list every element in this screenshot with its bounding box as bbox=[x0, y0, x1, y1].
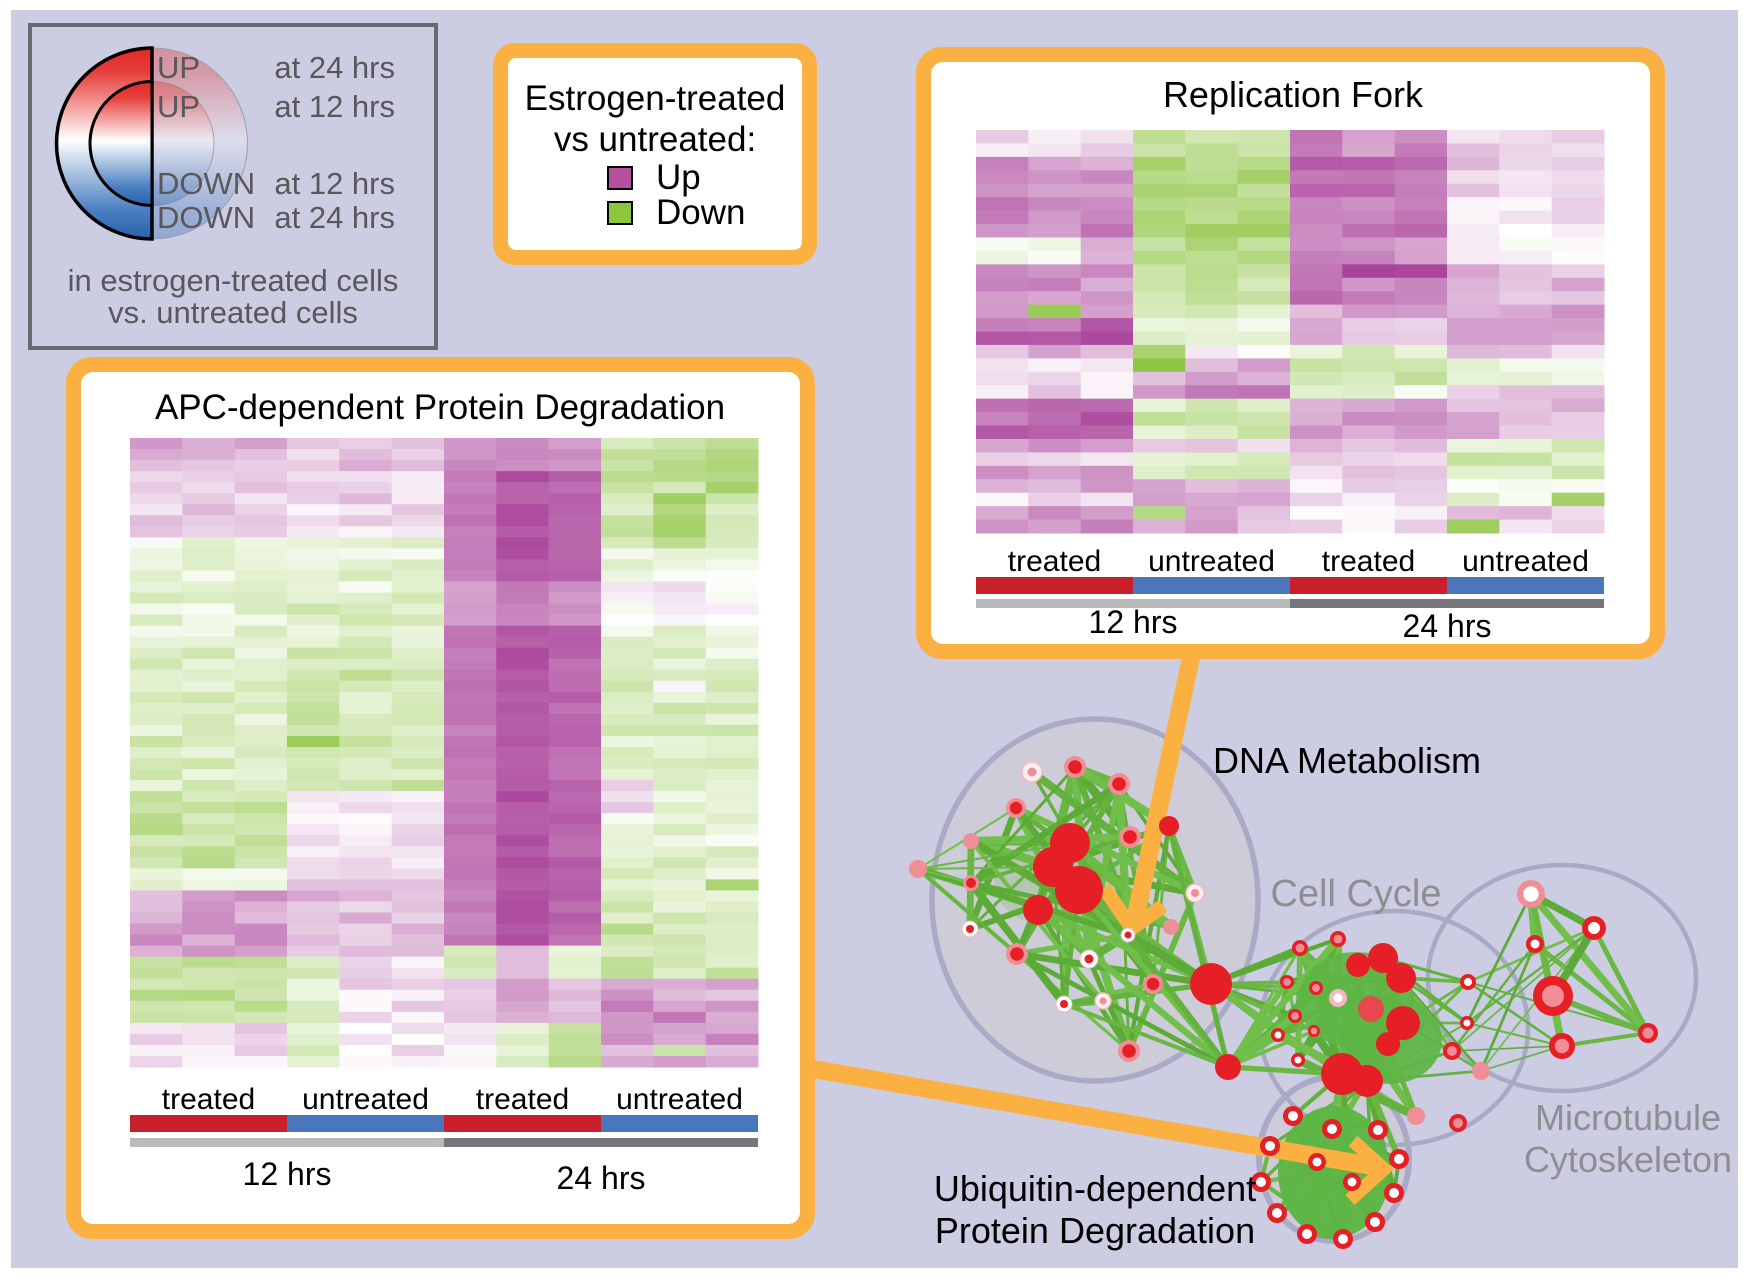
svg-text:Ubiquitin-dependent: Ubiquitin-dependent bbox=[934, 1168, 1256, 1209]
svg-text:24 hrs: 24 hrs bbox=[557, 1160, 646, 1196]
svg-text:DNA Metabolism: DNA Metabolism bbox=[1213, 740, 1481, 781]
svg-text:12 hrs: 12 hrs bbox=[243, 1156, 332, 1192]
svg-text:untreated: untreated bbox=[302, 1083, 429, 1116]
svg-text:treated: treated bbox=[162, 1083, 255, 1116]
svg-text:Estrogen-treated: Estrogen-treated bbox=[525, 79, 786, 118]
svg-text:at 12 hrs: at 12 hrs bbox=[274, 166, 395, 201]
svg-text:treated: treated bbox=[1008, 545, 1101, 578]
svg-text:vs. untreated cells: vs. untreated cells bbox=[108, 295, 358, 330]
svg-text:DOWN: DOWN bbox=[157, 166, 255, 201]
svg-text:DOWN: DOWN bbox=[157, 200, 255, 235]
svg-text:Replication Fork: Replication Fork bbox=[1163, 74, 1424, 115]
svg-text:UP: UP bbox=[157, 50, 200, 85]
svg-text:12 hrs: 12 hrs bbox=[1089, 604, 1178, 640]
svg-text:vs untreated:: vs untreated: bbox=[554, 120, 756, 159]
svg-text:at 24 hrs: at 24 hrs bbox=[274, 50, 395, 85]
svg-text:APC-dependent Protein Degradat: APC-dependent Protein Degradation bbox=[155, 388, 725, 427]
svg-text:Down: Down bbox=[656, 193, 745, 232]
svg-text:untreated: untreated bbox=[616, 1083, 743, 1116]
svg-text:Up: Up bbox=[656, 158, 701, 197]
svg-text:at 12 hrs: at 12 hrs bbox=[274, 89, 395, 124]
svg-text:in estrogen-treated cells: in estrogen-treated cells bbox=[68, 263, 399, 298]
svg-text:at 24 hrs: at 24 hrs bbox=[274, 200, 395, 235]
svg-text:untreated: untreated bbox=[1148, 545, 1275, 578]
svg-text:UP: UP bbox=[157, 89, 200, 124]
svg-text:untreated: untreated bbox=[1462, 545, 1589, 578]
svg-text:Microtubule: Microtubule bbox=[1535, 1097, 1721, 1138]
svg-text:Cytoskeleton: Cytoskeleton bbox=[1524, 1139, 1732, 1180]
svg-text:Cell Cycle: Cell Cycle bbox=[1270, 873, 1441, 915]
svg-text:Protein Degradation: Protein Degradation bbox=[935, 1210, 1255, 1251]
svg-text:treated: treated bbox=[476, 1083, 569, 1116]
svg-text:24 hrs: 24 hrs bbox=[1403, 608, 1492, 644]
svg-text:treated: treated bbox=[1322, 545, 1415, 578]
